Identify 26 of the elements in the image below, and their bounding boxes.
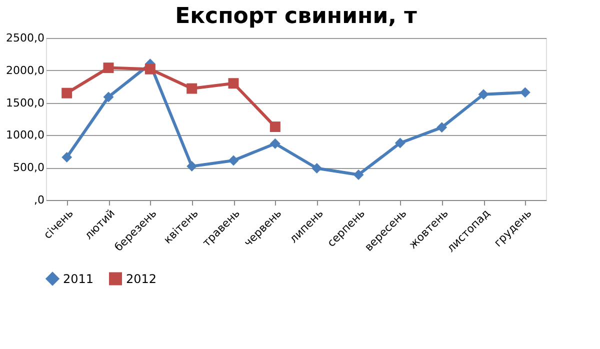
point <box>353 169 364 180</box>
legend-label: 2011 <box>63 272 94 286</box>
point <box>394 138 406 148</box>
y-tick-label: 2500,0 <box>6 32 44 44</box>
legend-label: 2012 <box>126 272 157 286</box>
point <box>270 138 280 149</box>
point <box>520 87 530 98</box>
point <box>228 155 239 166</box>
chart-title: Експорт свинини, т <box>175 4 418 29</box>
point <box>144 64 156 74</box>
y-tick-label: 1000,0 <box>6 128 44 142</box>
point <box>478 89 489 100</box>
y-tick-label: 1500,0 <box>6 96 44 110</box>
point <box>312 163 322 174</box>
y-tick-label: 2000,0 <box>6 64 44 77</box>
point <box>270 122 280 132</box>
y-tick-label: 500,0 <box>13 161 44 174</box>
y-tick-label: ,0 <box>34 194 44 206</box>
point <box>186 161 198 172</box>
point <box>62 152 72 162</box>
point <box>62 88 72 98</box>
point <box>103 92 114 102</box>
point <box>186 83 198 94</box>
point <box>436 122 448 133</box>
point <box>228 78 239 89</box>
point <box>103 62 114 74</box>
